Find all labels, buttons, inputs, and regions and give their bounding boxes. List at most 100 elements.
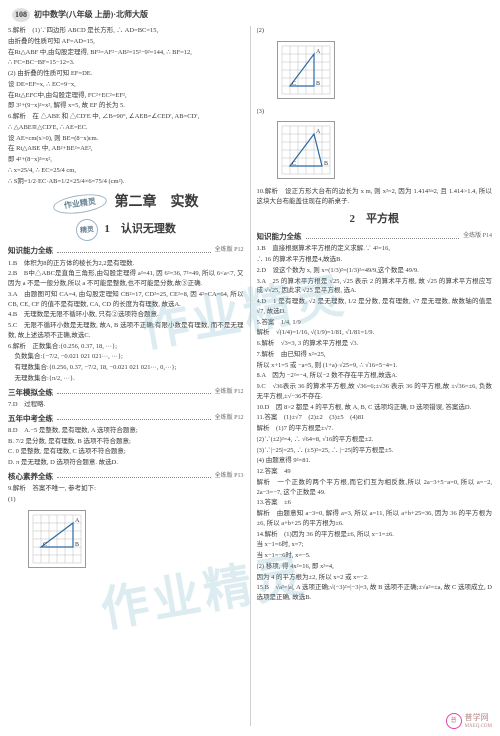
dotted-leader	[57, 416, 211, 420]
item: (4) 由题意得 9²=81.	[257, 456, 493, 466]
item: 11.答案 (1)±√7 (2)±2 (3)±5 (4)81	[257, 413, 493, 423]
core-item: 9.解析 答案不唯一, 参考如下:	[8, 484, 244, 494]
item: 3.A 由题图可知 CA=4, 由勾股定理知 CB²=17, CD²=25, C…	[8, 290, 244, 310]
svg-text:B: B	[75, 542, 79, 548]
item: 5.答案 1/4, 1/9	[257, 318, 493, 328]
item: 13.答案 ±6	[257, 498, 493, 508]
item: C. 0 是整数, 是有理数, C 选项不符合题意;	[8, 447, 244, 457]
stamp-circle: 精灵	[75, 218, 99, 242]
svg-text:B: B	[316, 81, 320, 87]
item: ∴ 16 的算术平方根是4,故选B.	[257, 255, 493, 265]
line: ∴ FC=BC−BF=15−12=3.	[8, 58, 244, 68]
line: 在 Rt△ABE 中, AB²+BE²=AE²,	[8, 144, 244, 154]
item: 2.B B中△ABC是直角三角形,由勾股定理得 a²=41, 因 6²=36, …	[8, 269, 244, 289]
item: 7.解析 由已知得 x²=25,	[257, 350, 493, 360]
band-ref: 全练版 P12	[215, 246, 244, 255]
item: 9.C √36表示 36 的算术平方根,故 √36=6;±√36 表示 36 的…	[257, 382, 493, 402]
fig2-label: (2)	[257, 26, 493, 36]
grid-svg: A B C	[29, 511, 85, 567]
grid-svg: ABC	[278, 122, 334, 178]
figure-1: A B C	[28, 510, 86, 568]
line: ∴ x=25/4, ∴ EC=25/4 cm,	[8, 166, 244, 176]
item: 解析 √(1/4)=1/16, √(1/9)=1/81, √1/81=1/9.	[257, 328, 493, 338]
line: 设 DE=EF=x, ∴ EC=9−x,	[8, 80, 244, 90]
svg-text:C: C	[292, 81, 296, 87]
band-label: 知识能力全练	[8, 245, 53, 256]
band-ref: 全练版 P14	[463, 232, 492, 241]
band-label: 三年模拟全练	[8, 387, 53, 398]
item: 8.A 因为 −2²=−4, 所以−2 数不存在平方根,故选A.	[257, 371, 493, 381]
footer-logo: 普 普学网 MXEQ.COM	[446, 712, 492, 730]
item: 负数集合:{−7/2, −0.021 021 021···, ···};	[8, 352, 244, 362]
three-year-item: 7.D 过程略.	[8, 400, 244, 410]
item: 因为 4 的平方根为±2, 所以 x=2 或 x=−2.	[257, 573, 493, 583]
core-band: 核心素养全练 全练版 P13	[8, 471, 244, 482]
band-ref: 全练版 P12	[215, 388, 244, 397]
line: 即 4²+(8−x)²=x²,	[8, 155, 244, 165]
knowledge-band: 知识能力全练 全练版 P12	[8, 245, 244, 256]
line: ∴ △ABE≌△CD′E, ∴ AE=EC.	[8, 123, 244, 133]
book-title: 初中数学(八年级 上册)·北师大版	[34, 9, 148, 20]
item: 6.解析 正数集合:{0.256, 0.37, 18, ···};	[8, 342, 244, 352]
section-1-title: 精灵 1 认识无理数	[8, 219, 244, 241]
band-ref: 全练版 P13	[215, 472, 244, 481]
line: ∴ S阴=1/2·EC·AB=1/2×25/4×6=75/4 (cm²).	[8, 177, 244, 187]
item: 5.C 无限不循环小数是无理数, 故A, B 选项不正确;有限小数是有理数, 而…	[8, 321, 244, 341]
svg-text:C: C	[43, 542, 47, 548]
dotted-leader	[57, 474, 211, 478]
five-year-items: 8.D A.−5 是整数, 是有理数, A 选项符合题意; B. 7/2 是分数…	[8, 426, 244, 468]
three-year-band: 三年模拟全练 全练版 P12	[8, 387, 244, 398]
svg-text:A: A	[75, 518, 80, 524]
item: 1.B 体积为8的正方体的棱长为2,2是有理数.	[8, 259, 244, 269]
item: (2)∵(±2)²=4, ∴ √64=8, √16的平方根是±2.	[257, 435, 493, 445]
line: 由折叠的性质可知 AF=AD=15,	[8, 37, 244, 47]
item: 14.解析 (1)因为 36 的平方根是±6, 所以 x−1=±6.	[257, 530, 493, 540]
chapter-text: 第二章 实数	[115, 195, 199, 210]
right-column: (2) ABC (3) ABC 10.解析 设正方形大台布的边长为 x m, 则…	[257, 26, 493, 726]
item: D. π 是无理数, D 选项符合题意. 故选D.	[8, 458, 244, 468]
item: 1.B 直接根据算术平方根的定义求解.∵ 4²=16,	[257, 244, 493, 254]
page-header: 108 初中数学(八年级 上册)·北师大版	[0, 0, 500, 26]
logo-icon: 普	[446, 713, 462, 729]
two-column-layout: 5.解析 (1)∵四边形 ABCD 是长方形, ∴ AD=BC=15, 由折叠的…	[0, 26, 500, 726]
solution-block-5-6: 5.解析 (1)∵四边形 ABCD 是长方形, ∴ AD=BC=15, 由折叠的…	[8, 26, 244, 186]
line: 设 AE=cm(x>0), 则 BE=(8−x)cm.	[8, 134, 244, 144]
band-label: 核心素养全练	[8, 471, 53, 482]
right-k-items: 1.B 直接根据算术平方根的定义求解.∵ 4²=16, ∴ 16 的算术平方根是…	[257, 244, 493, 603]
page-number: 108	[12, 8, 30, 22]
svg-text:A: A	[316, 129, 321, 135]
fig3-label: (3)	[257, 107, 493, 117]
item: 8.D A.−5 是整数, 是有理数, A 选项符合题意;	[8, 426, 244, 436]
dotted-leader	[57, 390, 211, 394]
band-label: 知识能力全练	[257, 231, 302, 242]
band-label: 五年中考全练	[8, 413, 53, 424]
svg-text:A: A	[316, 49, 321, 55]
item: 2.D 设这个数为 x, 则 x=(1/3)²=(1/3)²=49/9,这个数是…	[257, 266, 493, 276]
logo-text: 普学网	[465, 712, 492, 723]
figure-3: ABC	[277, 121, 335, 179]
knowledge-band-2: 知识能力全练 全练版 P14	[257, 231, 493, 242]
chapter-title: 作业精灵 第二章 实数	[8, 192, 244, 213]
para-10: 10.解析 设正方形大台布的边长为 x m, 则 x²=2, 因为 1.414²…	[257, 187, 493, 207]
item: 15.B √a²=|a|, A 选项正确;√(−3)²=|−3|=3, 故 B …	[257, 583, 493, 603]
logo-url: MXEQ.COM	[465, 723, 492, 730]
line: 5.解析 (1)∵四边形 ABCD 是长方形, ∴ AD=BC=15,	[8, 26, 244, 36]
five-year-band: 五年中考全练 全练版 P12	[8, 413, 244, 424]
item: 无理数集合:{π/2, ···}.	[8, 374, 244, 384]
left-column: 5.解析 (1)∵四边形 ABCD 是长方形, ∴ AD=BC=15, 由折叠的…	[8, 26, 251, 726]
item: 有理数集合:{0.256, 0.37, −7/2, 18, −0.021 021…	[8, 363, 244, 373]
section-1-text: 1 认识无理数	[104, 223, 176, 235]
item: B. 7/2 是分数, 是有理数, B 选项不符合题意;	[8, 437, 244, 447]
item: 解析 由题意知 a−3=0, 解得 a=3, 所以 a=11, 所以 a+b+2…	[257, 509, 493, 529]
core-item: (1)	[8, 495, 244, 505]
item: 解析 一个正数的两个平方根,而它们互为相反数,所以 2a−3+5−a=0, 所以…	[257, 478, 493, 498]
stamp-oval: 作业精灵	[52, 192, 108, 217]
line: 在Rt△ABF 中,由勾股定理得, BF²=AF²−AB²=15²−9²=144…	[8, 48, 244, 58]
dotted-leader	[57, 249, 211, 253]
item: 解析 (1)7 的平方根是±√7.	[257, 424, 493, 434]
item: (3)∵|−25|=25, ∴ (±5)²=25, ∴ |−25|的平方根是±5…	[257, 446, 493, 456]
line: 6.解析 在 △ABE 和 △CD′E 中, ∠B=90°, ∠AEB=∠CED…	[8, 112, 244, 122]
line: (2) 由折叠的性质可知 EF=DE.	[8, 69, 244, 79]
item: 当 x−1=6时, x=7;	[257, 540, 493, 550]
item: 12.答案 49	[257, 467, 493, 477]
